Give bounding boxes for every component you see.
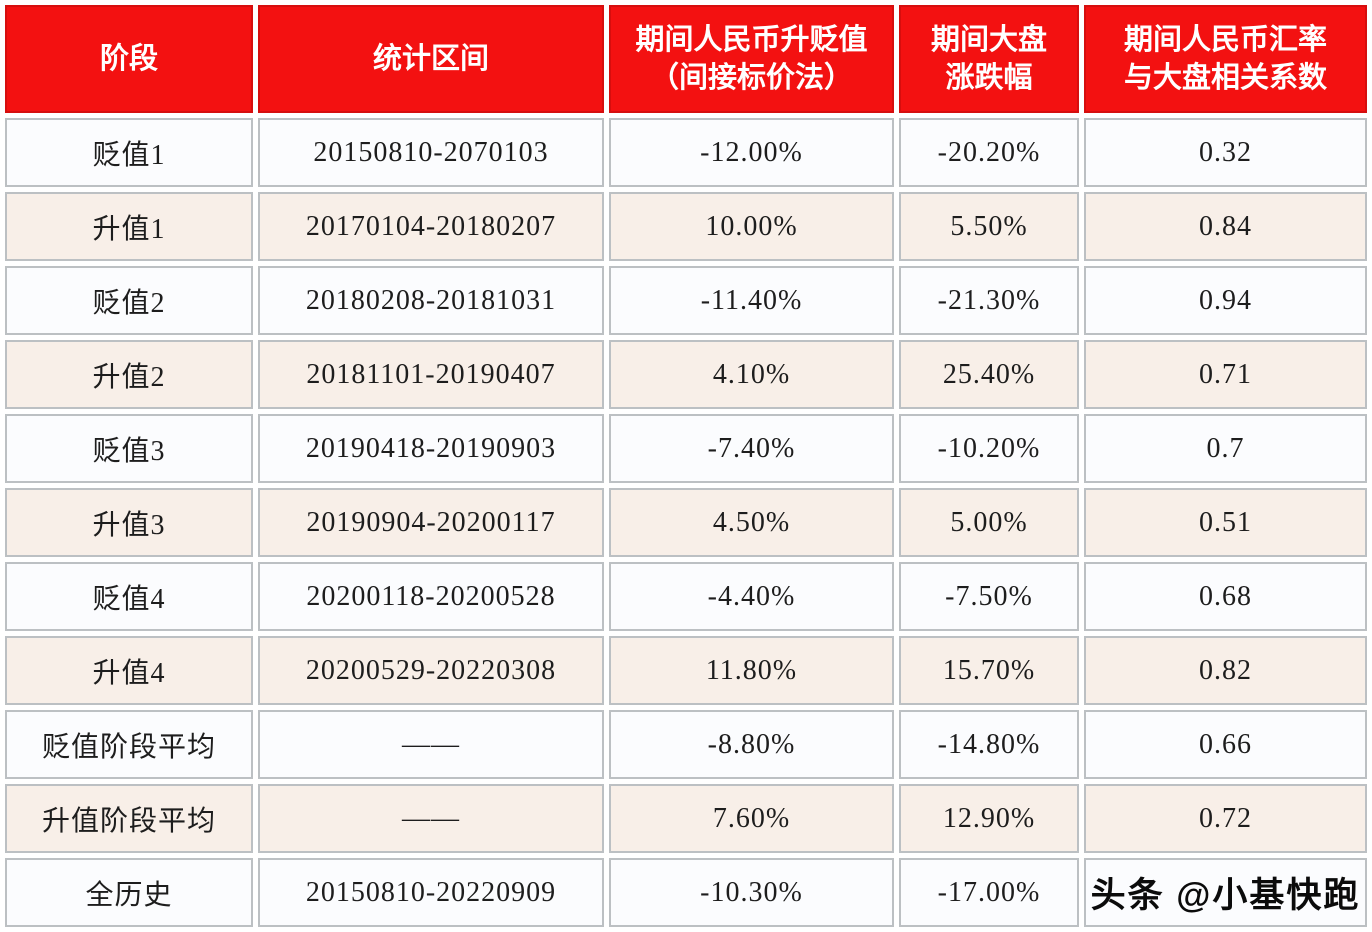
col-header-rmb-change: 期间人民币升贬值 （间接标价法） — [609, 5, 894, 113]
cell-stage: 贬值1 — [5, 118, 253, 187]
col-header-stage: 阶段 — [5, 5, 253, 113]
cell-stage: 贬值阶段平均 — [5, 710, 253, 779]
cell-rmb-change: 7.60% — [609, 784, 894, 853]
cell-period: 20180208-20181031 — [258, 266, 604, 335]
cell-period: 20200118-20200528 — [258, 562, 604, 631]
cell-rmb-change: 10.00% — [609, 192, 894, 261]
cell-rmb-change: 4.50% — [609, 488, 894, 557]
cell-rmb-change: 11.80% — [609, 636, 894, 705]
cell-correlation: 0.94 — [1084, 266, 1367, 335]
cell-period: —— — [258, 784, 604, 853]
cell-correlation: 0.66 — [1084, 710, 1367, 779]
cell-stage: 贬值2 — [5, 266, 253, 335]
col-header-period: 统计区间 — [258, 5, 604, 113]
table-row-devaluation-2: 贬值2 20180208-20181031 -11.40% -21.30% 0.… — [5, 266, 1367, 335]
cell-market-change: 12.90% — [899, 784, 1079, 853]
cell-market-change: 15.70% — [899, 636, 1079, 705]
cell-correlation: 0.68 — [1084, 562, 1367, 631]
col-header-market-change: 期间大盘 涨跌幅 — [899, 5, 1079, 113]
cell-market-change: -17.00% — [899, 858, 1079, 927]
table-header: 阶段 统计区间 期间人民币升贬值 （间接标价法） 期间大盘 涨跌幅 期间人民币汇率与… — [5, 5, 1367, 113]
cell-market-change: -10.20% — [899, 414, 1079, 483]
table-row-devaluation-average: 贬值阶段平均 —— -8.80% -14.80% 0.66 — [5, 710, 1367, 779]
cell-rmb-change: -8.80% — [609, 710, 894, 779]
cell-stage: 贬值4 — [5, 562, 253, 631]
cell-correlation: 0.82 — [1084, 636, 1367, 705]
table-row-full-history: 全历史 20150810-20220909 -10.30% -17.00% 头条… — [5, 858, 1367, 927]
cell-period: 20170104-20180207 — [258, 192, 604, 261]
cell-market-change: -20.20% — [899, 118, 1079, 187]
table-row-appreciation-4: 升值4 20200529-20220308 11.80% 15.70% 0.82 — [5, 636, 1367, 705]
cell-correlation: 0.71 — [1084, 340, 1367, 409]
cell-stage: 升值2 — [5, 340, 253, 409]
table-row-appreciation-3: 升值3 20190904-20200117 4.50% 5.00% 0.51 — [5, 488, 1367, 557]
cell-period: 20190904-20200117 — [258, 488, 604, 557]
cell-stage: 升值3 — [5, 488, 253, 557]
cell-rmb-change: -12.00% — [609, 118, 894, 187]
cell-market-change: 5.50% — [899, 192, 1079, 261]
cell-period: 20200529-20220308 — [258, 636, 604, 705]
cell-correlation: 0.84 — [1084, 192, 1367, 261]
cell-market-change: -14.80% — [899, 710, 1079, 779]
cell-rmb-change: -4.40% — [609, 562, 894, 631]
table-row-appreciation-1: 升值1 20170104-20180207 10.00% 5.50% 0.84 — [5, 192, 1367, 261]
cell-stage: 升值阶段平均 — [5, 784, 253, 853]
col-header-correlation: 期间人民币汇率 与大盘相关系数 — [1084, 5, 1367, 113]
cell-period: 20181101-20190407 — [258, 340, 604, 409]
cell-period: —— — [258, 710, 604, 779]
cell-rmb-change: 4.10% — [609, 340, 894, 409]
cell-market-change: -7.50% — [899, 562, 1079, 631]
cell-stage: 升值4 — [5, 636, 253, 705]
cell-correlation: 0.72 — [1084, 784, 1367, 853]
cell-rmb-change: -10.30% — [609, 858, 894, 927]
cell-rmb-change: -7.40% — [609, 414, 894, 483]
cell-period: 20190418-20190903 — [258, 414, 604, 483]
cell-period: 20150810-20220909 — [258, 858, 604, 927]
cell-correlation: 0.7 — [1084, 414, 1367, 483]
cell-period: 20150810-2070103 — [258, 118, 604, 187]
cell-stage: 升值1 — [5, 192, 253, 261]
toutiao-watermark: 头条 @小基快跑 — [1090, 876, 1361, 915]
cell-correlation: 0.32 — [1084, 118, 1367, 187]
table-row-devaluation-4: 贬值4 20200118-20200528 -4.40% -7.50% 0.68 — [5, 562, 1367, 631]
table-row-appreciation-average: 升值阶段平均 —— 7.60% 12.90% 0.72 — [5, 784, 1367, 853]
table-row-appreciation-2: 升值2 20181101-20190407 4.10% 25.40% 0.71 — [5, 340, 1367, 409]
table-row-devaluation-3: 贬值3 20190418-20190903 -7.40% -10.20% 0.7 — [5, 414, 1367, 483]
table-row-devaluation-1: 贬值1 20150810-2070103 -12.00% -20.20% 0.3… — [5, 118, 1367, 187]
header-row: 阶段 统计区间 期间人民币升贬值 （间接标价法） 期间大盘 涨跌幅 期间人民币汇率与… — [5, 5, 1367, 113]
cell-market-change: 25.40% — [899, 340, 1079, 409]
cell-stage: 全历史 — [5, 858, 253, 927]
cell-stage: 贬值3 — [5, 414, 253, 483]
cell-correlation: 0.51 — [1084, 488, 1367, 557]
cell-correlation: 头条 @小基快跑 — [1084, 858, 1367, 927]
cell-market-change: -21.30% — [899, 266, 1079, 335]
cell-market-change: 5.00% — [899, 488, 1079, 557]
cell-rmb-change: -11.40% — [609, 266, 894, 335]
table-body: 贬值1 20150810-2070103 -12.00% -20.20% 0.3… — [5, 118, 1367, 927]
